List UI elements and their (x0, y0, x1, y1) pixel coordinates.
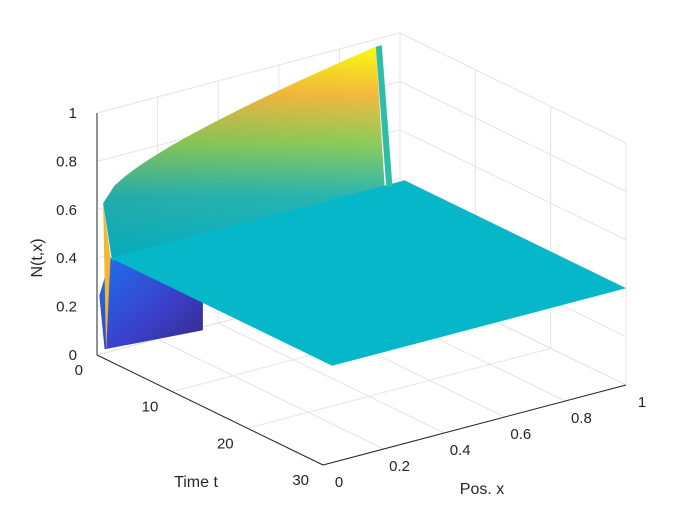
floor-grid-t-2 (247, 347, 551, 429)
z-tick-label: 0 (69, 347, 77, 364)
surface-spike (103, 203, 111, 353)
x-tick-label: 0.6 (510, 426, 531, 443)
z-tick-label: 0.2 (56, 299, 77, 316)
z-tick-label: 0.8 (56, 153, 77, 170)
backwall-grid-z-5 (96, 32, 401, 114)
axes (96, 113, 627, 466)
x-axis-label: Pos. x (460, 481, 504, 498)
surface-drop (375, 45, 393, 188)
x-tick-label: 0 (335, 474, 343, 491)
y-tick-label: 20 (217, 435, 234, 452)
sidewall-grid-z-4 (399, 80, 627, 192)
z-tick-label: 0.6 (56, 202, 77, 219)
sidewall-grid-z-5 (399, 32, 627, 144)
x-tick-label: 0.8 (571, 410, 592, 427)
x-tick-label: 0.2 (389, 458, 410, 475)
z-axis-label: N(t,x) (29, 238, 46, 277)
t-axis-line (96, 354, 324, 466)
x-axis-line (322, 384, 627, 466)
x-tick-label: 0.4 (450, 442, 471, 459)
z-tick-labels: 0 0.2 0.4 0.6 0.8 1 (56, 105, 77, 364)
sidewall-grid-z-3 (399, 129, 627, 241)
y-tick-label: 30 (292, 472, 309, 489)
y-tick-label: 0 (75, 362, 83, 379)
y-axis-label: Time t (174, 474, 218, 491)
sidewall-grid-z-2 (399, 177, 627, 289)
floor-grid-x-2 (217, 322, 445, 434)
y-tick-label: 10 (142, 399, 159, 416)
surface-plateau (110, 180, 627, 366)
y-tick-labels: 0 10 20 30 (75, 362, 309, 489)
z-tick-label: 0.4 (56, 250, 77, 267)
x-tick-label: 1 (638, 394, 646, 411)
z-tick-label: 1 (69, 105, 77, 122)
floor-grid-x-1 (157, 338, 384, 450)
surface (99, 45, 627, 366)
x-tick-labels: 0 0.2 0.4 0.6 0.8 1 (335, 394, 646, 491)
